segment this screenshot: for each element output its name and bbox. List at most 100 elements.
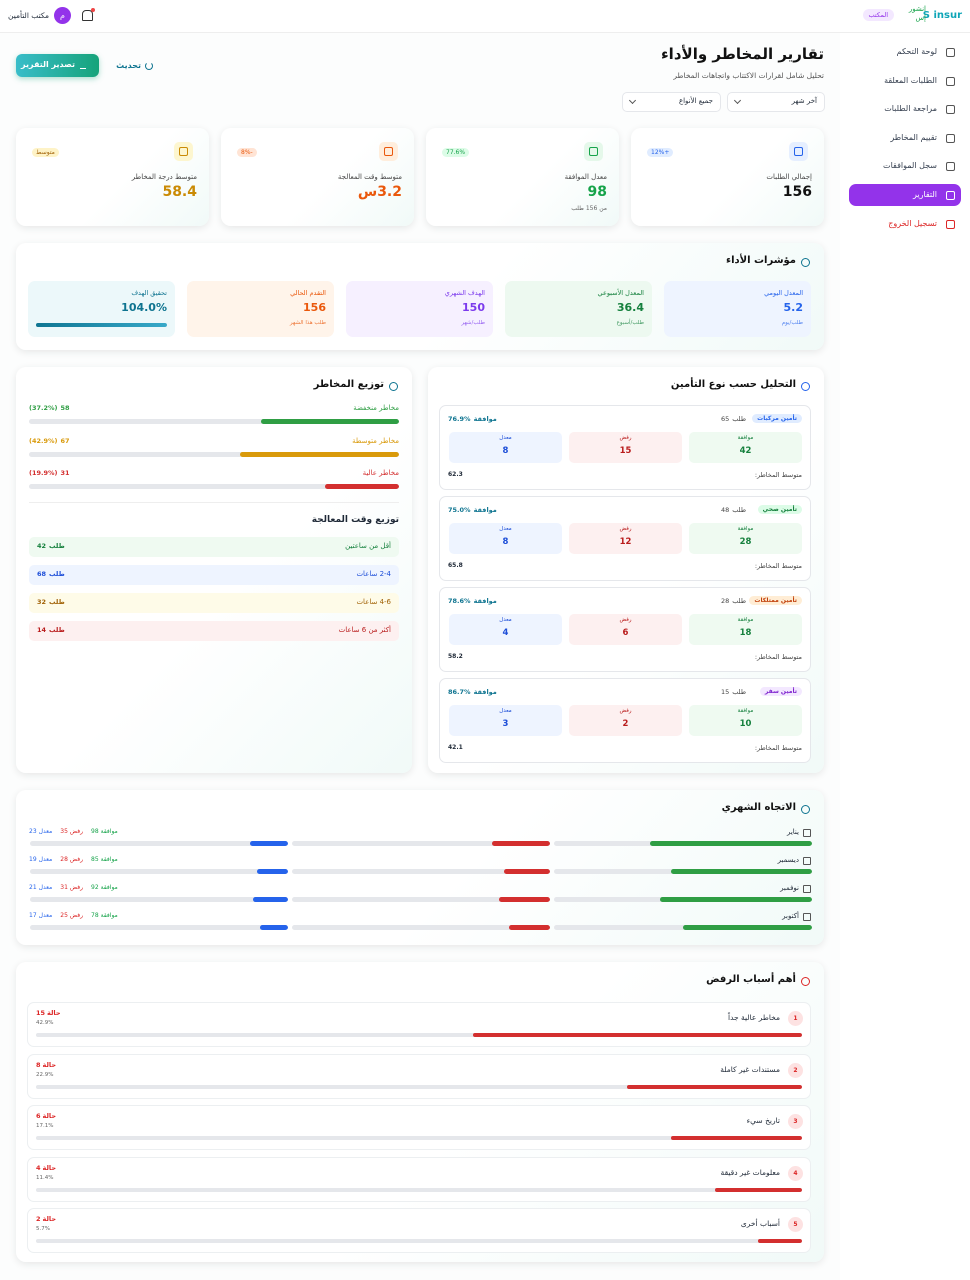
type-card: تأمين ممتلكات 28 طلب 78.6% موافقة موافقة 18 رفض… (439, 587, 811, 672)
stat-label: رفض (619, 708, 632, 714)
stat-value: 92 (91, 884, 99, 891)
avg-risk-label: متوسط المخاطر: (754, 744, 802, 752)
unit: حالة (42, 1112, 57, 1120)
stat-box: موافقة 18 (689, 614, 802, 645)
avatar[interactable]: م (54, 7, 71, 24)
kpi-tile: تحقيق الهدف 104.0% (28, 281, 175, 337)
trend-bar (659, 897, 812, 902)
nav-item[interactable]: الطلبات المعلقة (849, 70, 961, 92)
stat-label: معدل (499, 435, 512, 441)
stat-box: معدل 4 (449, 614, 562, 645)
stat-word: معدل (38, 828, 53, 835)
reason-percent: 22.9% (36, 1071, 54, 1078)
type-card: تأمين مركبات 65 طلب 76.9% موافقة موافقة 42 رفض 1… (439, 405, 811, 490)
count: 32 (37, 598, 47, 606)
trend-track (554, 841, 812, 846)
icon (389, 382, 398, 391)
trend-track (292, 925, 550, 930)
unit: حالة (47, 1009, 61, 1017)
nav-label: سجل الموافقات (883, 161, 937, 171)
icon (589, 147, 598, 156)
risk-count: (19.9%) 31 (29, 469, 70, 477)
stat-box: رفض 6 (569, 614, 682, 645)
risk-track (29, 484, 399, 489)
tile-value: 150 (462, 301, 485, 314)
kpi-value: 58.4 (162, 184, 197, 200)
stat-word: موافقة (100, 828, 118, 835)
type-requests: 48 طلب (721, 506, 746, 514)
filter-select[interactable]: آخر شهر (727, 92, 825, 112)
stat-box: معدل 3 (449, 705, 562, 736)
icon (946, 191, 955, 200)
stat-value: 2 (622, 719, 629, 729)
type-card: تأمين صحي 48 طلب 75.0% موافقة موافقة 28 رفض 12 مع… (439, 496, 811, 581)
month-stats: 85 موافقة 28 رفض 19 معدل (29, 856, 118, 863)
risk-count-value: 67 (60, 436, 70, 445)
stat-word: معدل (38, 884, 53, 891)
word: موافقة (473, 688, 497, 696)
filter-label: جميع الأنواع (678, 97, 713, 105)
performance-panel: مؤشرات الأداء المعدل اليومي 5.2 طلب/يوم المع… (16, 243, 824, 350)
reason-bar (473, 1033, 802, 1037)
nav-item[interactable]: لوحة التحكم (849, 41, 961, 63)
avg-risk-value: 42.1 (448, 744, 463, 751)
nav-item[interactable]: التقارير (849, 184, 961, 206)
stat: 28 رفض (60, 856, 83, 863)
unit: حالة (42, 1163, 57, 1172)
processing-row: أقل من ساعتين 42 طلب (29, 537, 399, 557)
type-approval: 76.9% موافقة (448, 415, 497, 423)
stat-value: 42 (739, 446, 752, 456)
nav-label: لوحة التحكم (896, 47, 937, 56)
processing-row: 4-6 ساعات 32 طلب (29, 593, 399, 613)
count: 2 (36, 1215, 41, 1223)
count: 28 (721, 597, 730, 605)
risk-count-value: 31 (60, 469, 70, 477)
unit: طلب (49, 626, 65, 634)
stat-value: 4 (502, 628, 509, 638)
tile-label: تحقيق الهدف (131, 289, 167, 297)
nav-item[interactable]: مراجعة الطلبات (849, 98, 961, 120)
trend-bar (671, 869, 812, 874)
trend-bar (649, 841, 812, 846)
icon (946, 162, 955, 172)
icon (80, 62, 86, 69)
stat-box: موافقة 42 (689, 432, 802, 463)
trend-bar (256, 869, 288, 874)
stat: 92 موافقة (91, 884, 118, 891)
refresh-button[interactable]: تحديث (110, 58, 155, 74)
reason-count: 6 حالة (36, 1112, 56, 1120)
month-label: أكتوبر (782, 912, 811, 921)
nav-item[interactable]: تقييم المخاطر (849, 127, 961, 149)
export-label: تصدير التقرير (21, 60, 75, 69)
sidebar: لوحة التحكم الطلبات المعلقة مراجعة الطلبات… (840, 33, 970, 1280)
risk-percent: (42.9%) (29, 436, 58, 445)
rate: 75.0% (448, 506, 471, 514)
tile-unit: طلب/شهر (461, 320, 485, 326)
reason-count: 4 حالة (36, 1164, 56, 1172)
icon (384, 147, 393, 156)
nav-item[interactable]: سجل الموافقات (849, 155, 961, 177)
filter-select[interactable]: جميع الأنواع (622, 92, 721, 112)
trend-bar (259, 925, 288, 930)
bell[interactable] (82, 8, 95, 21)
icon (946, 76, 955, 86)
tile-unit: طلب هذا الشهر (289, 320, 326, 326)
logout[interactable]: تسجيل الخروج (849, 213, 961, 235)
unit: حالة (42, 1215, 57, 1223)
icon (794, 147, 803, 156)
stat-word: رفض (69, 828, 84, 835)
count: 68 (37, 570, 47, 578)
reason-row: 1 مخاطر عالية جداً 15 حالة 42.9% (27, 1002, 811, 1047)
export-button[interactable]: تصدير التقرير (16, 54, 99, 77)
stat-value: 25 (60, 912, 68, 919)
tile-label: الهدف الشهري (444, 289, 485, 297)
logout-label: تسجيل الخروج (888, 218, 937, 228)
processing-label: أكثر من 6 ساعات (338, 626, 391, 634)
risk-bar (261, 419, 399, 424)
stat-word: رفض (69, 884, 84, 891)
kpi-card: متوسط درجة المخاطر 58.4 متوسط (16, 128, 209, 226)
type-requests: 28 طلب (721, 597, 746, 605)
kpi-label: متوسط وقت المعالجة (337, 173, 402, 181)
reason-track (36, 1136, 802, 1140)
reason-track (36, 1239, 802, 1243)
